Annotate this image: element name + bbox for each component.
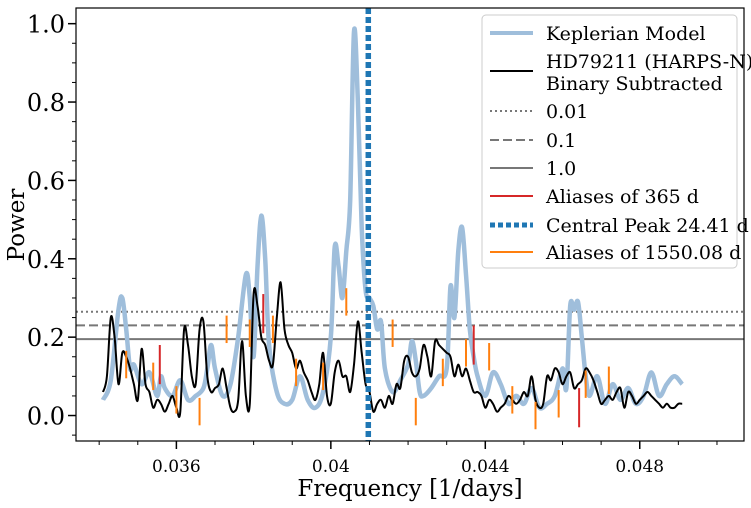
y-tick-label: 0.2	[27, 324, 65, 352]
y-tick-label: 0.4	[27, 246, 65, 274]
alias-markers	[125, 288, 610, 430]
y-tick-label: 0.6	[27, 167, 65, 195]
y-axis-title: Power	[4, 189, 30, 262]
binary-subtracted-layer	[102, 281, 683, 418]
legend-label-aliases-1550: Aliases of 1550.08 d	[545, 242, 741, 264]
legend-label-threshold-10: 1.0	[546, 158, 576, 180]
legend-label-binary-subtracted: HD79211 (HARPS-N)	[546, 51, 751, 73]
x-tick-label: 0.04	[312, 457, 350, 477]
x-axis-title: Frequency [1/days]	[297, 476, 522, 502]
legend-label-keplerian: Keplerian Model	[546, 23, 706, 45]
legend-label-threshold-001: 0.01	[546, 101, 588, 123]
y-tick-label: 1.0	[27, 11, 65, 39]
plot-border	[75, 7, 745, 442]
x-tick-label: 0.036	[152, 457, 201, 477]
legend-label-aliases-365: Aliases of 365 d	[545, 186, 699, 208]
y-tick-label: 0.8	[27, 89, 65, 117]
legend-label-central-peak: Central Peak 24.41 d	[546, 215, 749, 237]
y-tick-label: 0.0	[27, 403, 65, 431]
x-tick-label: 0.044	[461, 457, 510, 477]
legend-label-binary-subtracted-line2: Binary Subtracted	[546, 73, 723, 95]
axis-ticks: 0.0 0.2 0.4 0.6 0.8 1.0 0.036 0.04 0.044 0.048	[27, 11, 718, 477]
series-line-binary-subtracted	[102, 281, 683, 418]
x-tick-label: 0.048	[615, 457, 664, 477]
legend-label-threshold-01: 0.1	[546, 130, 576, 152]
legend: Keplerian Model HD79211 (HARPS-N) Binary…	[481, 14, 751, 269]
legend-box	[481, 14, 738, 269]
